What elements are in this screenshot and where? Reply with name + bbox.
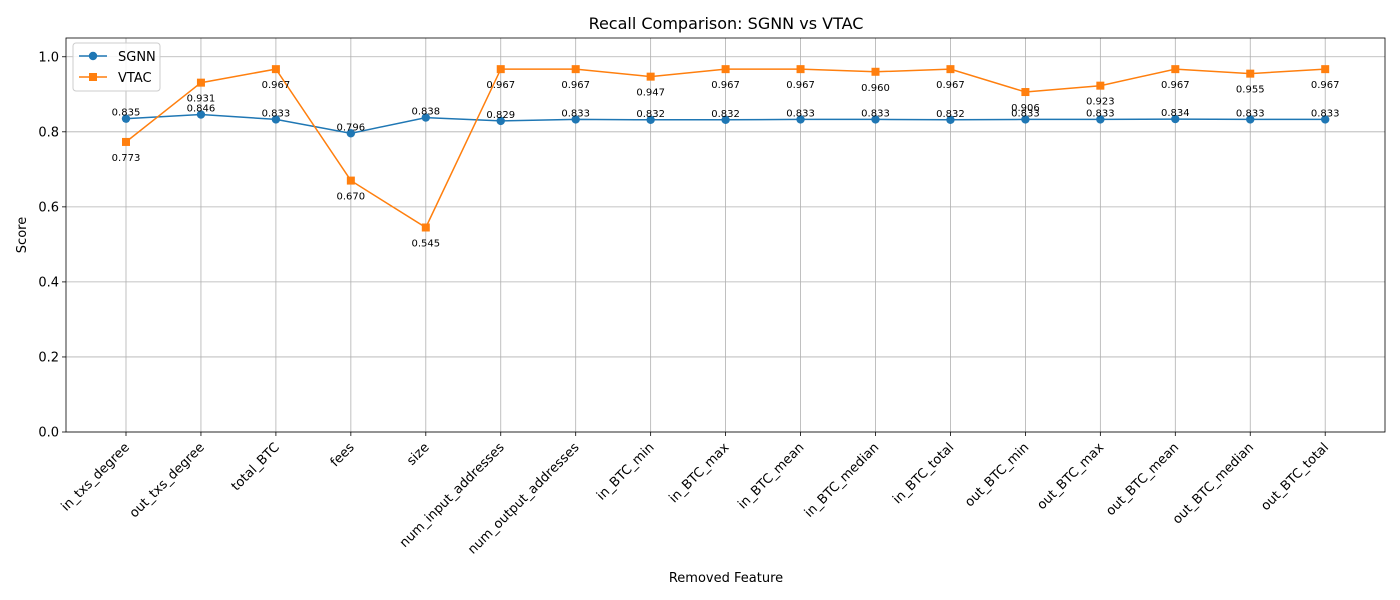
data-label-sgnn: 0.832 — [711, 109, 740, 120]
data-point-vtac — [1321, 65, 1330, 74]
data-point-sgnn — [121, 114, 131, 123]
data-label-sgnn: 0.834 — [1161, 108, 1190, 119]
data-label-vtac: 0.967 — [1311, 80, 1340, 91]
data-label-sgnn: 0.829 — [486, 110, 515, 121]
chart-title: Recall Comparison: SGNN vs VTAC — [589, 14, 864, 33]
data-point-vtac — [196, 78, 205, 87]
data-point-vtac — [346, 176, 355, 185]
data-label-vtac: 0.967 — [262, 80, 291, 91]
x-axis-label: Removed Feature — [669, 571, 783, 586]
data-point-vtac — [421, 223, 430, 232]
data-point-vtac — [796, 65, 805, 74]
data-label-sgnn: 0.833 — [262, 108, 291, 119]
data-point-vtac — [721, 65, 730, 74]
data-point-vtac — [122, 137, 130, 146]
y-tick-label: 1.0 — [38, 50, 59, 65]
legend-label-sgnn: SGNN — [118, 50, 156, 65]
data-point-sgnn — [1321, 115, 1330, 124]
y-axis-label: Score — [15, 217, 30, 253]
data-label-vtac: 0.923 — [1086, 97, 1115, 108]
data-label-sgnn: 0.796 — [337, 122, 366, 133]
y-tick-label: 0.0 — [38, 426, 59, 441]
data-label-sgnn: 0.832 — [936, 109, 965, 120]
y-tick-label: 0.6 — [38, 200, 59, 215]
data-point-vtac — [1171, 65, 1180, 74]
data-label-vtac: 0.906 — [1011, 103, 1040, 114]
data-point-sgnn — [796, 115, 805, 124]
series-layer — [121, 65, 1330, 232]
legend-label-vtac: VTAC — [118, 71, 152, 86]
data-label-vtac: 0.967 — [711, 80, 740, 91]
data-label-vtac: 0.947 — [636, 88, 665, 99]
legend: SGNN VTAC — [72, 42, 161, 92]
data-point-sgnn — [196, 110, 206, 119]
data-point-vtac — [946, 65, 955, 74]
data-point-sgnn — [721, 115, 730, 125]
data-point-sgnn — [1246, 115, 1255, 124]
data-label-sgnn: 0.833 — [786, 108, 815, 119]
data-label-vtac: 0.545 — [411, 238, 440, 249]
data-label-vtac: 0.967 — [786, 80, 815, 91]
data-labels: 0.835 0.846 0.833 0.796 0.838 0.829 0.833 0.832… — [112, 80, 1340, 249]
y-tick-label: 0.2 — [38, 350, 59, 365]
data-point-vtac — [271, 65, 280, 74]
data-label-sgnn: 0.832 — [636, 109, 665, 120]
data-point-vtac — [646, 72, 655, 81]
data-label-sgnn: 0.833 — [1011, 108, 1040, 119]
legend-marker-vtac — [89, 73, 97, 81]
grid — [66, 38, 1385, 433]
data-label-sgnn: 0.833 — [1236, 108, 1265, 119]
data-label-sgnn: 0.833 — [561, 108, 590, 119]
data-point-sgnn — [1171, 114, 1180, 124]
data-label-vtac: 0.955 — [1236, 85, 1265, 96]
data-point-vtac — [1246, 69, 1255, 78]
data-point-sgnn — [271, 115, 281, 124]
data-label-sgnn: 0.846 — [187, 104, 216, 115]
data-point-vtac — [1021, 88, 1030, 97]
data-label-vtac: 0.931 — [187, 94, 216, 105]
data-point-vtac — [571, 65, 580, 74]
y-tick-label: 0.8 — [38, 125, 59, 140]
data-label-sgnn: 0.835 — [112, 108, 141, 119]
data-point-sgnn — [646, 115, 655, 125]
data-point-sgnn — [1096, 115, 1105, 124]
y-tick-label: 0.4 — [38, 275, 59, 290]
data-label-sgnn: 0.838 — [411, 107, 440, 118]
data-label-vtac: 0.960 — [861, 83, 890, 94]
data-point-sgnn — [571, 115, 580, 124]
data-point-sgnn — [871, 115, 880, 124]
data-label-sgnn: 0.833 — [1311, 108, 1340, 119]
data-label-sgnn: 0.833 — [861, 108, 890, 119]
data-point-vtac — [1096, 81, 1105, 90]
data-label-vtac: 0.967 — [486, 80, 515, 91]
data-point-vtac — [871, 67, 880, 76]
data-label-vtac: 0.773 — [112, 153, 141, 164]
data-point-sgnn — [346, 129, 356, 138]
data-point-vtac — [496, 65, 505, 74]
legend-marker-sgnn — [88, 51, 98, 61]
data-label-vtac: 0.967 — [1161, 80, 1190, 91]
data-point-sgnn — [946, 115, 955, 125]
data-label-vtac: 0.967 — [936, 80, 965, 91]
data-point-sgnn — [496, 116, 505, 126]
data-point-sgnn — [1021, 115, 1030, 124]
data-label-vtac: 0.670 — [337, 192, 366, 203]
data-label-sgnn: 0.833 — [1086, 108, 1115, 119]
data-label-vtac: 0.967 — [561, 80, 590, 91]
data-point-sgnn — [421, 113, 430, 122]
